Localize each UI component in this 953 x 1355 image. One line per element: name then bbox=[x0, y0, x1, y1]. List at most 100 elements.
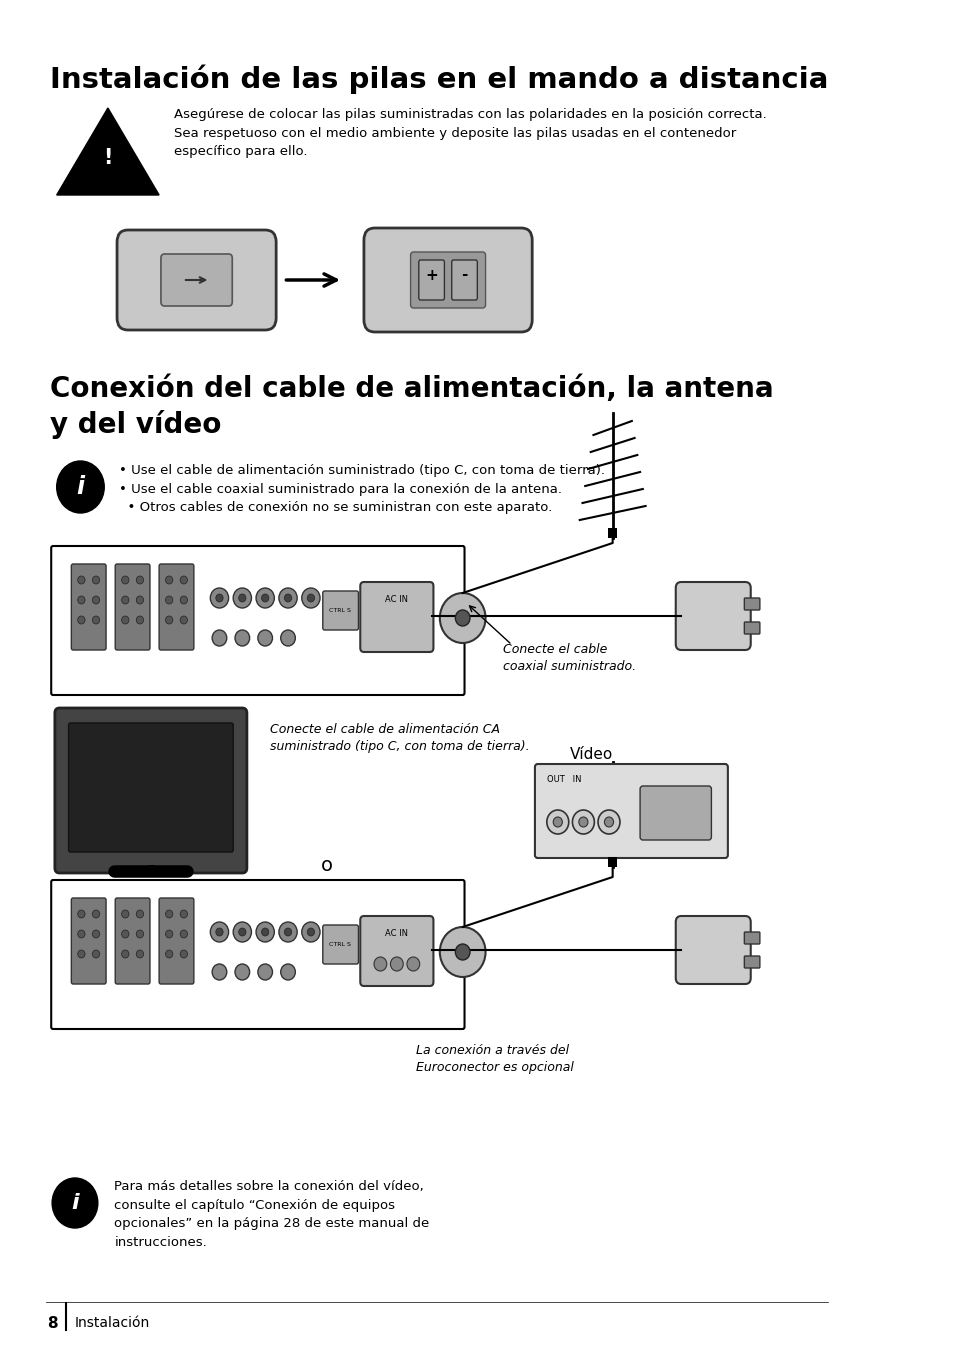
FancyBboxPatch shape bbox=[360, 583, 433, 652]
Circle shape bbox=[165, 596, 172, 604]
FancyBboxPatch shape bbox=[322, 591, 358, 630]
Text: Conecte el cable
coaxial suministrado.: Conecte el cable coaxial suministrado. bbox=[502, 644, 636, 673]
Circle shape bbox=[255, 588, 274, 608]
Circle shape bbox=[439, 927, 485, 977]
Text: 8: 8 bbox=[48, 1316, 58, 1331]
Circle shape bbox=[92, 596, 99, 604]
Circle shape bbox=[165, 576, 172, 584]
FancyBboxPatch shape bbox=[675, 916, 750, 984]
Circle shape bbox=[257, 963, 273, 980]
FancyBboxPatch shape bbox=[535, 764, 727, 858]
FancyBboxPatch shape bbox=[51, 546, 464, 695]
Circle shape bbox=[180, 596, 187, 604]
FancyBboxPatch shape bbox=[159, 898, 193, 984]
Circle shape bbox=[407, 957, 419, 972]
Circle shape bbox=[180, 617, 187, 625]
FancyBboxPatch shape bbox=[161, 253, 232, 306]
Text: i: i bbox=[76, 476, 85, 499]
FancyBboxPatch shape bbox=[675, 583, 750, 650]
Circle shape bbox=[121, 596, 129, 604]
Circle shape bbox=[215, 593, 223, 602]
Circle shape bbox=[455, 944, 470, 959]
Polygon shape bbox=[56, 108, 159, 195]
Text: +: + bbox=[425, 267, 437, 282]
Circle shape bbox=[233, 588, 252, 608]
FancyBboxPatch shape bbox=[360, 916, 433, 986]
Circle shape bbox=[52, 1177, 98, 1228]
FancyBboxPatch shape bbox=[743, 598, 760, 610]
FancyBboxPatch shape bbox=[743, 932, 760, 944]
Circle shape bbox=[121, 930, 129, 938]
Circle shape bbox=[136, 930, 143, 938]
Circle shape bbox=[278, 921, 297, 942]
Circle shape bbox=[234, 630, 250, 646]
Circle shape bbox=[165, 950, 172, 958]
Circle shape bbox=[180, 950, 187, 958]
FancyBboxPatch shape bbox=[55, 709, 247, 873]
Circle shape bbox=[212, 630, 227, 646]
Circle shape bbox=[77, 617, 85, 625]
Text: AC IN: AC IN bbox=[385, 930, 408, 939]
Circle shape bbox=[77, 911, 85, 917]
Text: Instalación de las pilas en el mando a distancia: Instalación de las pilas en el mando a d… bbox=[51, 65, 828, 95]
FancyBboxPatch shape bbox=[452, 260, 476, 299]
Circle shape bbox=[280, 963, 295, 980]
Circle shape bbox=[136, 576, 143, 584]
Circle shape bbox=[121, 950, 129, 958]
Circle shape bbox=[284, 593, 292, 602]
Circle shape bbox=[439, 593, 485, 644]
Circle shape bbox=[121, 617, 129, 625]
Circle shape bbox=[301, 921, 319, 942]
Text: CTRL S: CTRL S bbox=[329, 607, 351, 612]
Text: Conexión del cable de alimentación, la antena: Conexión del cable de alimentación, la a… bbox=[51, 375, 773, 402]
FancyBboxPatch shape bbox=[69, 724, 233, 852]
Circle shape bbox=[136, 596, 143, 604]
Circle shape bbox=[301, 588, 319, 608]
FancyBboxPatch shape bbox=[117, 230, 275, 331]
Circle shape bbox=[136, 950, 143, 958]
Circle shape bbox=[77, 950, 85, 958]
Circle shape bbox=[257, 630, 273, 646]
Circle shape bbox=[455, 610, 470, 626]
Circle shape bbox=[307, 593, 314, 602]
FancyBboxPatch shape bbox=[51, 879, 464, 1028]
Text: o: o bbox=[321, 856, 333, 875]
FancyBboxPatch shape bbox=[71, 564, 106, 650]
Text: -: - bbox=[461, 267, 467, 282]
Text: Vídeo: Vídeo bbox=[569, 747, 612, 762]
Text: CTRL S: CTRL S bbox=[329, 942, 351, 947]
Circle shape bbox=[212, 963, 227, 980]
Circle shape bbox=[598, 810, 619, 833]
Circle shape bbox=[215, 928, 223, 936]
Circle shape bbox=[121, 911, 129, 917]
Circle shape bbox=[238, 928, 246, 936]
FancyBboxPatch shape bbox=[322, 925, 358, 963]
Circle shape bbox=[136, 911, 143, 917]
FancyBboxPatch shape bbox=[743, 622, 760, 634]
Text: La conexión a través del
Euroconector es opcional: La conexión a través del Euroconector es… bbox=[416, 1043, 574, 1075]
Circle shape bbox=[165, 911, 172, 917]
Text: !: ! bbox=[103, 148, 112, 168]
Circle shape bbox=[374, 957, 386, 972]
Text: • Use el cable de alimentación suministrado (tipo C, con toma de tierra).
• Use : • Use el cable de alimentación suministr… bbox=[119, 463, 604, 514]
FancyBboxPatch shape bbox=[639, 786, 711, 840]
Circle shape bbox=[92, 930, 99, 938]
FancyBboxPatch shape bbox=[115, 898, 150, 984]
Circle shape bbox=[92, 576, 99, 584]
FancyBboxPatch shape bbox=[71, 898, 106, 984]
Circle shape bbox=[578, 817, 587, 827]
FancyBboxPatch shape bbox=[410, 252, 485, 308]
Text: Para más detalles sobre la conexión del vídeo,
consulte el capítulo “Conexión de: Para más detalles sobre la conexión del … bbox=[114, 1180, 429, 1248]
Circle shape bbox=[77, 576, 85, 584]
Circle shape bbox=[604, 817, 613, 827]
Circle shape bbox=[210, 588, 229, 608]
FancyBboxPatch shape bbox=[363, 228, 532, 332]
Circle shape bbox=[121, 576, 129, 584]
Circle shape bbox=[284, 928, 292, 936]
Text: i: i bbox=[71, 1192, 79, 1213]
Text: AC IN: AC IN bbox=[385, 595, 408, 604]
Circle shape bbox=[390, 957, 403, 972]
Circle shape bbox=[307, 928, 314, 936]
Circle shape bbox=[180, 911, 187, 917]
Circle shape bbox=[165, 617, 172, 625]
